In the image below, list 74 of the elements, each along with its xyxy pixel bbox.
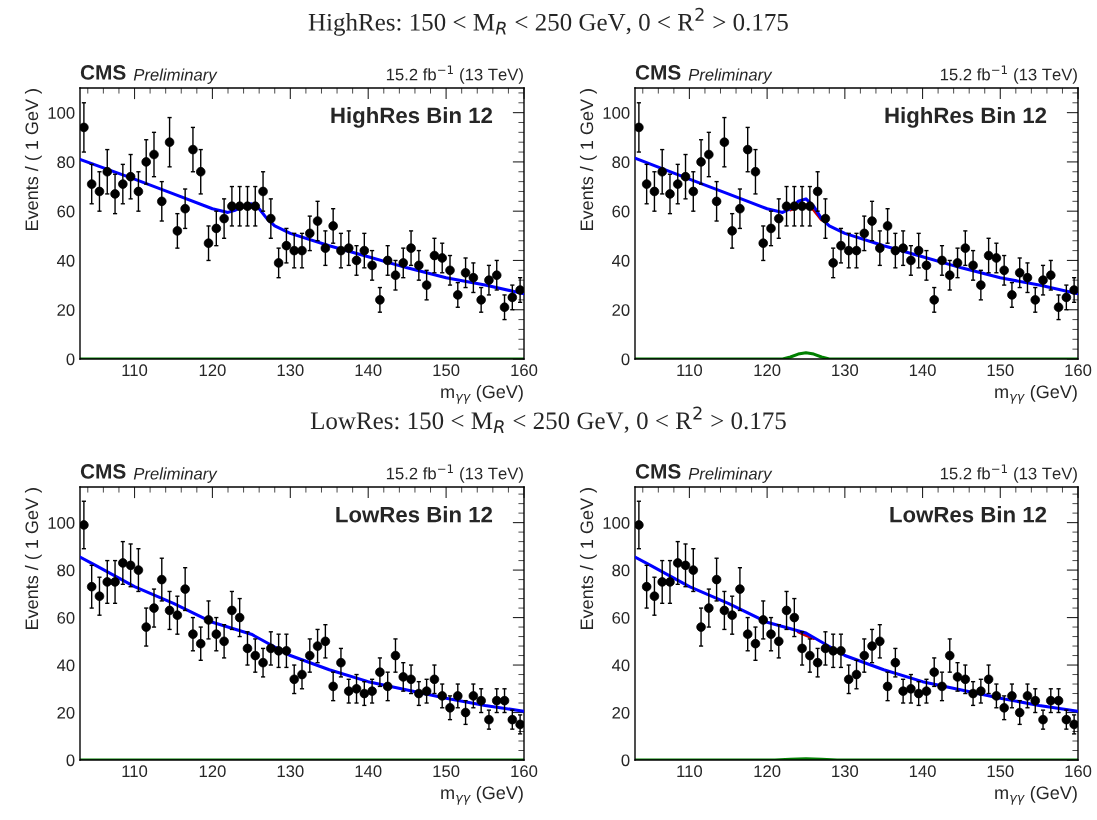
x-tick-label: 160 [511,765,538,778]
y-tick-label: 60 [57,205,75,218]
x-tick-label: 120 [199,364,226,377]
text: 15.2 fb$^{−1}$ (13 TeV) [386,464,523,483]
y-tick-label: 40 [611,659,630,672]
y-axis-title: Events / ( 1 GeV ) [24,89,42,230]
x-tick-label: 140 [909,765,936,778]
chart-title: HighRes: 150 < M$_{R}$ < 250 GeV, 0 < R$^{2}$ > 0.175 [308,7,788,36]
annotation: HighRes Bin 12 [331,106,493,128]
annotation: HighRes Bin 12 [885,106,1047,128]
x-tick-label: 130 [277,765,304,778]
y-tick-label: 20 [57,304,75,316]
chart-title: LowRes: 150 < M$_{R}$ < 250 GeV, 0 < R$^{2}$ > 0.175 [310,406,786,434]
annotation: LowRes Bin 12 [890,506,1047,523]
text: 15.2 fb$^{−1}$ (13 TeV) [940,65,1077,84]
x-tick-label: 140 [355,364,382,377]
text: Preliminary [133,467,218,483]
x-tick-label: 120 [199,765,226,778]
x-tick-label: 130 [832,765,859,778]
text: CMS [80,464,126,479]
y-tick-label: 20 [612,304,630,316]
y-tick-label: 80 [57,156,75,169]
text: 15.2 fb$^{−1}$ (13 TeV) [386,65,523,84]
y-tick-label: 100 [603,107,630,119]
y-axis-title: Events / ( 1 GeV ) [579,89,597,230]
x-tick-label: 110 [677,364,703,377]
x-tick-label: 160 [511,364,538,377]
y-axis-title: Events / ( 1 GeV ) [579,488,597,629]
x-axis-title: m$_{γγ}$ (GeV) [995,785,1077,805]
y-tick-label: 0 [66,754,75,767]
y-tick-label: 0 [621,353,630,366]
x-tick-label: 110 [122,765,148,778]
x-axis-title: m$_{γγ}$ (GeV) [441,384,523,404]
x-tick-label: 150 [987,364,1014,377]
x-axis-title: m$_{γγ}$ (GeV) [995,384,1077,404]
x-tick-label: 150 [433,765,460,778]
text: 15.2 fb$^{−1}$ (13 TeV) [940,464,1077,483]
text: Preliminary [133,68,218,84]
x-tick-label: 110 [122,364,148,377]
y-tick-label: 80 [57,564,75,577]
x-axis-title: m$_{γγ}$ (GeV) [441,785,523,805]
x-tick-label: 120 [754,364,781,377]
y-tick-label: 100 [603,517,630,529]
x-tick-label: 130 [277,364,304,377]
y-tick-label: 40 [611,254,630,267]
text: CMS [635,464,681,479]
text: Preliminary [688,467,773,483]
text: Preliminary [688,68,773,84]
x-tick-label: 150 [987,765,1014,778]
y-tick-label: 20 [57,706,75,719]
y-tick-label: 100 [48,517,75,529]
x-tick-label: 110 [677,765,703,778]
x-tick-label: 140 [909,364,936,377]
y-tick-label: 20 [612,706,630,719]
y-axis-title: Events / ( 1 GeV ) [24,488,42,629]
y-tick-label: 60 [612,205,630,218]
x-tick-label: 140 [355,765,382,778]
y-tick-label: 40 [56,659,75,672]
y-tick-label: 60 [612,611,630,624]
text: CMS [80,65,126,80]
x-tick-label: 130 [832,364,859,377]
y-tick-label: 80 [612,156,630,169]
y-tick-label: 0 [621,754,630,767]
x-tick-label: 160 [1065,364,1092,377]
y-tick-label: 100 [48,107,75,119]
y-tick-label: 80 [612,564,630,577]
y-tick-label: 40 [56,254,75,267]
text: CMS [635,65,681,80]
x-tick-label: 120 [754,765,781,778]
annotation: LowRes Bin 12 [336,506,493,523]
y-tick-label: 60 [57,611,75,624]
y-tick-label: 0 [66,353,75,366]
x-tick-label: 160 [1065,765,1092,778]
x-tick-label: 150 [433,364,460,377]
